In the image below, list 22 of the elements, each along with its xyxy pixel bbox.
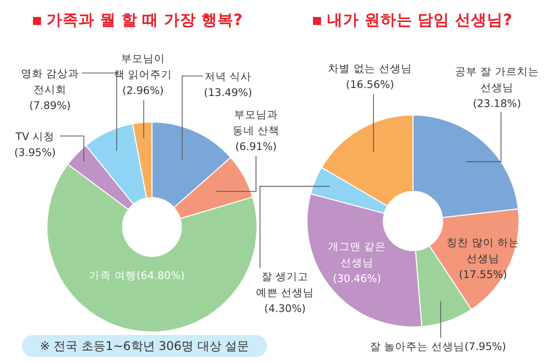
slice-label: 차별 없는 선생님 <box>328 63 412 75</box>
data-label: (3.95%) <box>14 147 56 159</box>
data-label: (6.91%) <box>235 141 277 153</box>
text: ※ 전국 초등1~6학년 306명 대상 설문 <box>22 335 267 357</box>
slice-label: 저녁 식사 <box>204 71 252 83</box>
data-label: (23.18%) <box>472 98 522 110</box>
slice-label: 부모님과 동네 산책 <box>232 109 280 137</box>
data-label: (7.89%) <box>29 100 71 112</box>
data-label: (4.30%) <box>264 303 306 315</box>
slice-label: 잘 생기고 예쁜 선생님 <box>256 271 314 299</box>
data-label: (13.49%) <box>204 87 252 99</box>
slice-label: TV 시청 <box>14 131 54 143</box>
slice-label: 영화 감상과 전시회 <box>20 68 80 96</box>
slice-label: 가족 여행(64.80%) <box>89 270 185 282</box>
chart-title: 내가 원하는 담임 선생님? <box>326 10 514 31</box>
data-label: (30.46%) <box>332 273 382 285</box>
slice-label: 잘 놀아주는 선생님(7.95%) <box>370 341 506 353</box>
data-label: (16.56%) <box>346 79 394 91</box>
slice-label: 공부 잘 가르치는 선생님 <box>455 66 539 94</box>
chart-title: 가족과 뭘 할 때 가장 행복? <box>46 10 244 31</box>
data-label: (2.96%) <box>122 85 164 97</box>
slice-label: 개그맨 같은 선생님 <box>328 241 386 269</box>
